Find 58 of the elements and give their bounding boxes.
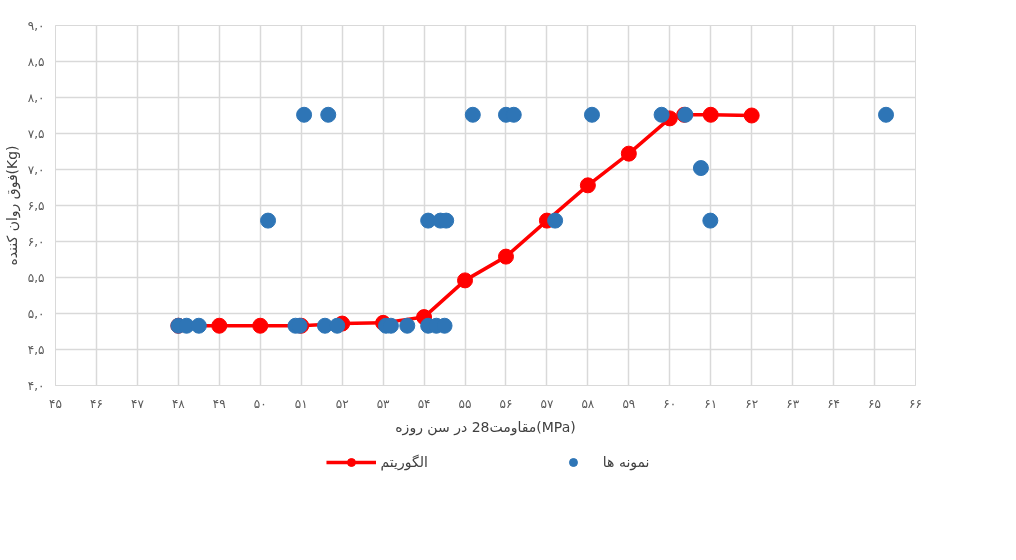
point	[743, 107, 760, 124]
point	[497, 248, 514, 265]
x-tick-label: ۵۶	[499, 396, 513, 411]
point	[260, 212, 277, 229]
x-tick-label: ۶۶	[909, 396, 922, 411]
x-tick-label: ۵۰	[253, 396, 267, 411]
point	[457, 272, 474, 289]
x-tick-label: ۵۹	[622, 396, 636, 411]
x-tick-label: ۵۵	[458, 396, 472, 411]
point	[190, 317, 207, 334]
point	[579, 177, 596, 194]
x-tick-label: ۴۵	[49, 396, 62, 411]
x-tick-label: ۵۱	[294, 396, 308, 411]
y-tick-label: ۵,۰	[27, 306, 45, 321]
point	[547, 212, 564, 229]
y-tick-label: ۴,۵	[27, 342, 45, 357]
x-tick-label: ۶۰	[663, 396, 677, 411]
x-tick-label: ۶۴	[827, 396, 841, 411]
x-tick-label: ۴۷	[130, 396, 145, 411]
x-tick-label: ۴۹	[212, 396, 226, 411]
x-tick-label: ۵۳	[376, 396, 391, 411]
point	[620, 145, 637, 162]
y-tick-label: ۸,۰	[27, 90, 45, 105]
point	[320, 106, 337, 123]
x-tick-label: ۵۲	[335, 396, 349, 411]
y-tick-label: ۷,۵	[27, 126, 45, 141]
y-tick-label: ۹,۰	[27, 18, 45, 33]
point	[211, 317, 228, 334]
y-tick-label: ۵,۵	[27, 270, 45, 285]
y-axis-title: فوق روان کننده(Kg)	[3, 145, 21, 266]
point	[329, 317, 346, 334]
legend-label: نمونه ها	[602, 454, 650, 470]
y-tick-label: ۴,۰	[27, 378, 45, 393]
y-tick-label: ۶,۵	[27, 198, 45, 213]
point	[702, 212, 719, 229]
legend-label: الگوریتم	[380, 454, 428, 470]
point	[653, 106, 670, 123]
x-tick-label: ۶۵	[868, 396, 881, 411]
y-tick-label: ۶,۰	[27, 234, 45, 249]
x-tick-label: ۶۱	[704, 396, 718, 411]
x-tick-label: ۶۳	[786, 396, 800, 411]
point	[252, 317, 269, 334]
point	[702, 106, 719, 123]
y-tick-label: ۷,۰	[27, 162, 45, 177]
point	[692, 160, 709, 177]
x-axis-title: مقاومت28 در سن روزه(MPa)	[395, 418, 576, 436]
y-tick-label: ۸,۵	[27, 54, 45, 69]
point	[583, 106, 600, 123]
x-tick-label: ۵۸	[581, 396, 595, 411]
x-tick-label: ۴۸	[171, 396, 186, 411]
x-tick-label: ۵۴	[417, 396, 431, 411]
point	[464, 106, 481, 123]
point	[878, 106, 895, 123]
point	[399, 317, 416, 334]
x-tick-label: ۶۲	[745, 396, 759, 411]
x-tick-label: ۴۶	[90, 396, 103, 411]
x-tick-label: ۵۷	[540, 396, 554, 411]
point	[296, 106, 313, 123]
